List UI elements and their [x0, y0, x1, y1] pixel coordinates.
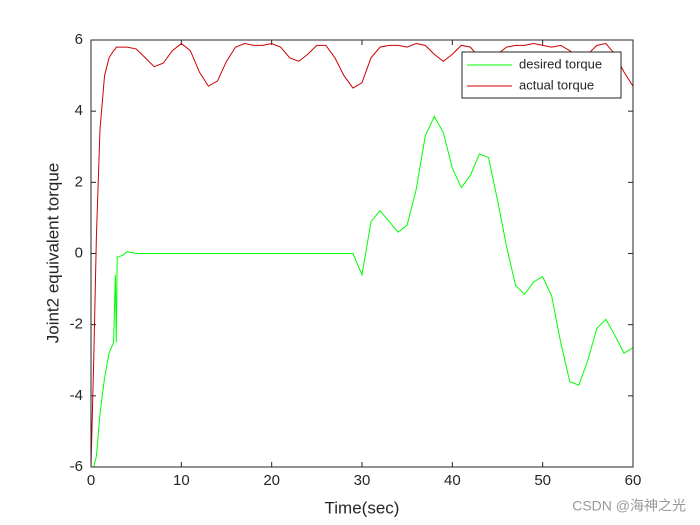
y-axis-label: Joint2 equivalent torque: [43, 163, 62, 344]
y-tick-label: -4: [70, 387, 83, 404]
legend-label: actual torque: [519, 77, 594, 92]
y-tick-label: 6: [75, 31, 83, 48]
x-tick-label: 60: [625, 472, 642, 489]
x-tick-label: 20: [263, 472, 280, 489]
x-tick-label: 0: [87, 472, 95, 489]
y-tick-label: 0: [75, 244, 83, 261]
y-tick-label: -2: [70, 316, 83, 333]
y-tick-label: 2: [75, 173, 83, 190]
series-line: [90, 42, 634, 468]
x-tick-label: 40: [444, 472, 461, 489]
x-tick-label: 30: [354, 472, 371, 489]
legend-label: desired torque: [519, 56, 602, 71]
y-tick-label: -6: [70, 458, 83, 475]
watermark: CSDN @海神之光: [572, 498, 686, 514]
x-tick-label: 10: [173, 472, 190, 489]
x-axis-label: Time(sec): [325, 498, 400, 517]
x-tick-label: 50: [534, 472, 551, 489]
axes-box: [90, 39, 634, 468]
y-tick-label: 4: [75, 102, 83, 119]
series-line: [91, 115, 634, 468]
legend-box: [461, 51, 622, 99]
